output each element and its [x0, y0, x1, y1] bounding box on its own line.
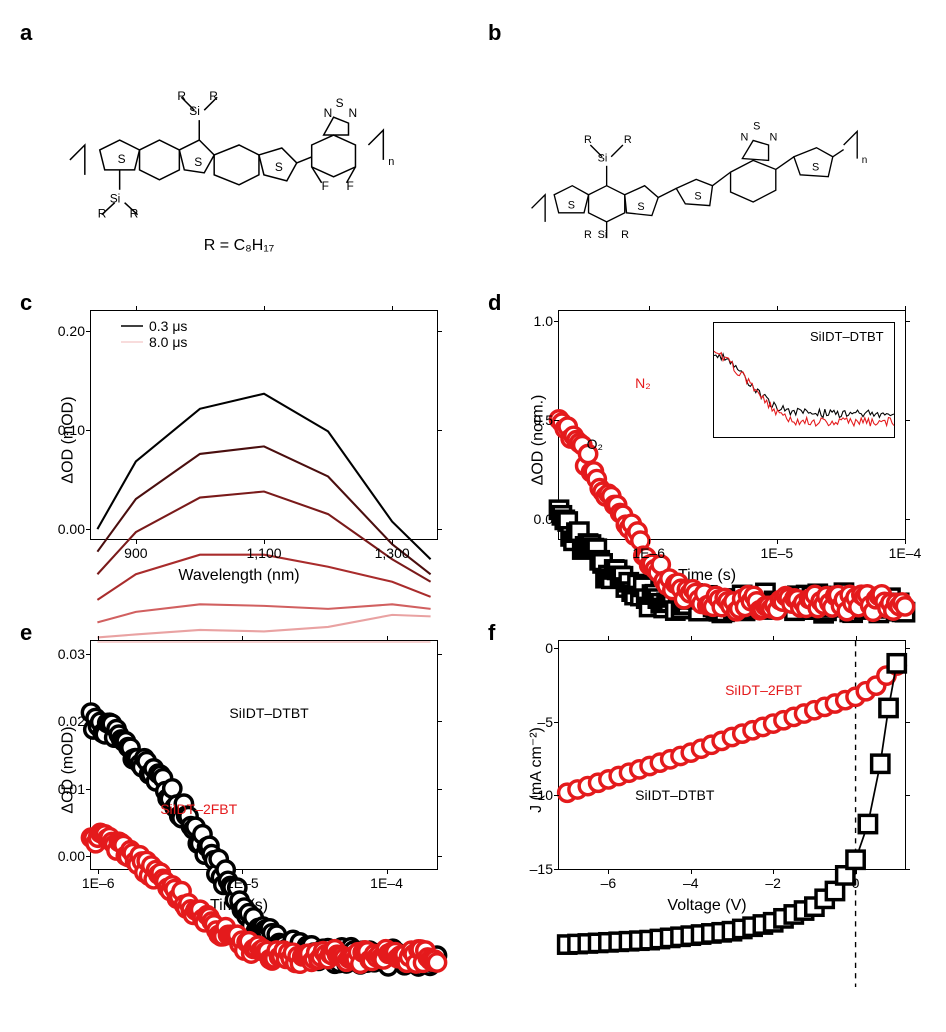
- svg-text:S: S: [118, 152, 126, 166]
- legend-item-1: 8.0 μs: [149, 334, 187, 350]
- panel-label-d: d: [488, 290, 501, 316]
- annotation-dtbt-f: SiIDT–DTBT: [635, 787, 714, 803]
- svg-text:S: S: [753, 121, 760, 133]
- svg-text:Si: Si: [598, 229, 608, 241]
- panel-f: f J (mA cm⁻²) Voltage (V) SiIDT–2FBT SiI…: [488, 620, 926, 920]
- svg-text:S: S: [637, 201, 644, 213]
- svg-text:N: N: [324, 106, 333, 120]
- panel-label-a: a: [20, 20, 32, 46]
- chem-caption-a: R = C₈H₁₇: [204, 237, 274, 255]
- panel-b: b S S S N N: [488, 20, 926, 260]
- molecule-b-svg: S S S N N S S: [518, 30, 916, 260]
- plot-area-f: SiIDT–2FBT SiIDT–DTBT –15–10–50–6–4–20: [558, 640, 906, 870]
- panel-a: a S S S N N: [20, 20, 458, 260]
- plot-area-d: N₂ O₂ SiIDT–DTBT 0.00.51.01E–61E–51E–4: [558, 310, 906, 540]
- chem-structure-b: S S S N N S S: [518, 30, 916, 260]
- molecule-a-svg: S S S N N S F F: [50, 30, 448, 260]
- svg-text:R: R: [584, 134, 592, 146]
- svg-text:S: S: [812, 161, 819, 173]
- svg-text:R: R: [621, 229, 629, 241]
- panel-label-b: b: [488, 20, 501, 46]
- plot-svg-d-inset: [714, 323, 894, 503]
- svg-text:R: R: [624, 134, 632, 146]
- annotation-inset: SiIDT–DTBT: [810, 329, 884, 344]
- svg-text:n: n: [862, 155, 868, 166]
- svg-text:S: S: [336, 96, 344, 110]
- panel-label-e: e: [20, 620, 32, 646]
- plot-area-c: 0.3 μs 8.0 μs 0.000.100.209001,1001,300: [90, 310, 438, 540]
- plot-svg-e: [91, 641, 437, 987]
- svg-text:N: N: [349, 106, 358, 120]
- annotation-n2: N₂: [635, 375, 651, 391]
- plot-area-e: SiIDT–DTBT SiIDT–2FBT 0.000.010.020.031E…: [90, 640, 438, 870]
- figure-grid: a S S S N N: [20, 20, 926, 920]
- annotation-fbt-f: SiIDT–2FBT: [725, 682, 802, 698]
- svg-text:S: S: [275, 160, 283, 174]
- svg-text:S: S: [694, 190, 701, 202]
- svg-text:S: S: [568, 199, 575, 211]
- legend-c: 0.3 μs 8.0 μs: [121, 319, 143, 349]
- svg-text:F: F: [322, 179, 329, 193]
- chem-structure-a: S S S N N S F F: [50, 30, 448, 260]
- legend-item-0: 0.3 μs: [149, 318, 187, 334]
- inset-d: SiIDT–DTBT: [713, 322, 895, 438]
- svg-text:n: n: [388, 156, 394, 168]
- svg-text:Si: Si: [110, 192, 121, 206]
- panel-label-f: f: [488, 620, 495, 646]
- panel-c: c ΔOD (mOD) Wavelength (nm) 0.3 μs 8.0 μ…: [20, 290, 458, 590]
- svg-text:R: R: [584, 229, 592, 241]
- annotation-fbt-e: SiIDT–2FBT: [160, 801, 237, 817]
- panel-label-c: c: [20, 290, 32, 316]
- panel-d: d ΔOD (norm.) Time (s) N₂ O₂ SiIDT–DTBT …: [488, 290, 926, 590]
- y-label-d: ΔOD (norm.): [529, 395, 547, 486]
- annotation-dtbt-e: SiIDT–DTBT: [229, 705, 308, 721]
- annotation-o2: O₂: [587, 436, 603, 452]
- panel-e: e ΔOD (mOD) Time (s) SiIDT–DTBT SiIDT–2F…: [20, 620, 458, 920]
- svg-text:N: N: [769, 131, 777, 143]
- svg-text:N: N: [741, 131, 749, 143]
- y-label-e: ΔOD (mOD): [60, 726, 78, 813]
- plot-svg-c: [91, 311, 437, 657]
- svg-text:S: S: [194, 155, 202, 169]
- y-label-c: ΔOD (mOD): [60, 396, 78, 483]
